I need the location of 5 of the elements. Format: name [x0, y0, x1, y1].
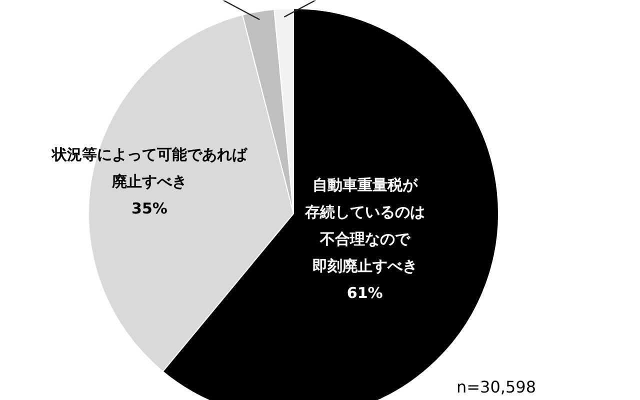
text: n=30,598 [456, 378, 536, 396]
data-label: 61% [346, 284, 383, 302]
slice-label: 自動車重量税が存続しているのは不合理なので即刻廃止すべき [304, 176, 425, 276]
data-label: 35% [132, 199, 168, 218]
slice-label: 状況等によって可能であれば廃止すべき [50, 145, 248, 190]
